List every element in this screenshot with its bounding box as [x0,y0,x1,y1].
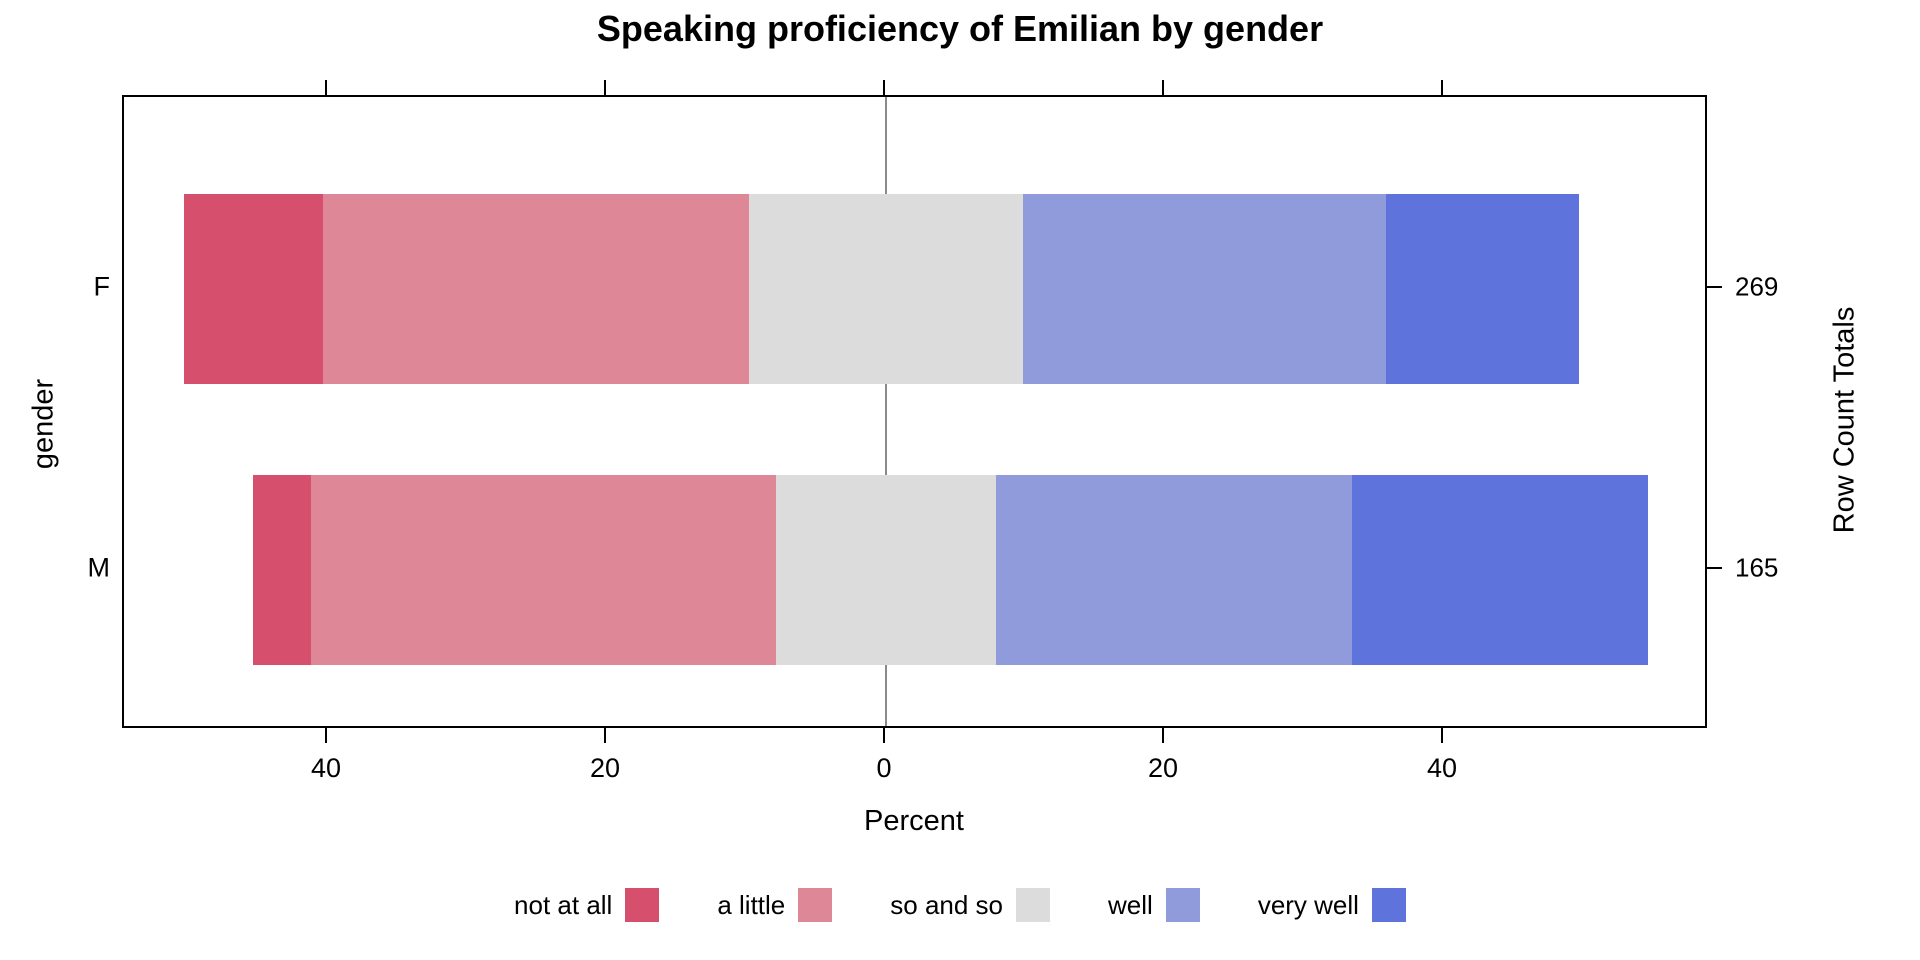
x-axis-tick-bottom [1441,728,1443,743]
bar-segment-very-well [1351,475,1648,665]
legend-label: very well [1257,889,1359,920]
row-total-label: 165 [1735,552,1779,583]
y-category-label-f: F [93,271,111,302]
x-axis-tick-bottom [325,728,327,743]
x-tick-label: 40 [310,753,342,783]
chart-legend: not at all a little so and so well very well [0,888,1920,922]
bar-segment-a-little [311,475,776,665]
x-axis-title: Percent [864,805,964,837]
x-axis-tick-bottom [883,728,885,743]
x-axis-tick-top [325,80,327,95]
y-axis-title-right: Row Count Totals [1828,306,1861,534]
right-axis-tick [1707,286,1722,288]
zero-reference-line [885,97,887,726]
bar-segment-well [1023,194,1387,384]
legend-item: so and so [890,888,1051,922]
legend-label: a little [717,889,786,920]
x-axis-tick-top [1441,80,1443,95]
x-axis-tick-bottom [604,728,606,743]
x-axis-tick-top [883,80,885,95]
x-tick-label: 20 [1147,753,1179,783]
bar-row-f [124,194,1709,384]
chart-title: Speaking proficiency of Emilian by gende… [596,8,1324,49]
plot-area [122,95,1707,728]
bar-segment-not-at-all [252,475,312,665]
y-category-label-m: M [87,552,111,583]
legend-swatch [1165,888,1200,922]
bar-segment-a-little [323,194,749,384]
legend-item: not at all [514,888,660,922]
legend-item: very well [1258,888,1406,922]
x-tick-label: 0 [876,753,892,783]
bar-segment-so-and-so [775,475,997,665]
legend-swatch [798,888,833,922]
legend-label: not at all [514,889,613,920]
bar-segment-so-and-so [748,194,1024,384]
legend-label: well [1108,889,1153,920]
x-axis-tick-bottom [1162,728,1164,743]
legend-swatch [1016,888,1051,922]
x-axis-tick-top [604,80,606,95]
legend-item: well [1108,888,1200,922]
right-axis-tick [1707,567,1722,569]
legend-label: so and so [890,889,1004,920]
bar-segment-not-at-all [183,194,324,384]
bar-segment-very-well [1386,194,1579,384]
x-tick-label: 40 [1426,753,1458,783]
bar-row-m [124,475,1709,665]
legend-swatch [1371,888,1406,922]
y-axis-title-left: gender [27,378,60,470]
legend-item: a little [717,888,833,922]
legend-swatch [625,888,660,922]
row-total-label: 269 [1735,271,1779,302]
x-axis-tick-top [1162,80,1164,95]
x-tick-label: 20 [589,753,621,783]
bar-segment-well [996,475,1352,665]
